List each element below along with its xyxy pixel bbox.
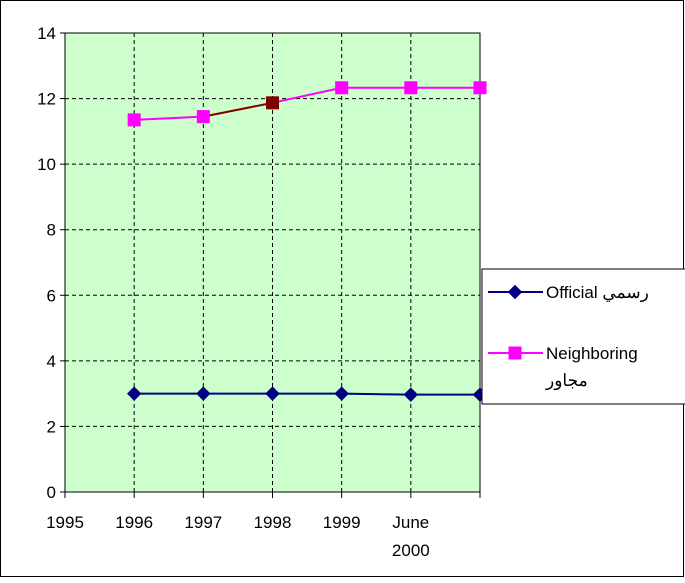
legend-marker [508,346,522,360]
y-tick-label: 0 [47,483,56,502]
x-axis-ticks: 1995 1996 1997 1998 1999 June 2000 [46,492,481,560]
series-line-segment [341,392,411,396]
plot-area [64,32,481,493]
gridlines [65,33,480,492]
data-point [266,96,279,110]
series-1 [127,81,487,127]
data-point [404,81,418,95]
data-point [196,110,210,124]
y-tick-label: 4 [47,352,56,371]
y-tick-label: 6 [47,286,56,305]
data-point [196,386,211,401]
x-tick-label: 1999 [323,513,361,532]
data-point [334,386,349,401]
x-tick-label: 1996 [115,513,153,532]
data-point [403,387,419,402]
series-line-segment [272,86,342,104]
series-0 [126,386,488,402]
y-tick-label: 12 [37,90,56,109]
series-line-segment [134,115,204,121]
legend-label: Official رسمي [546,283,649,303]
y-tick-label: 14 [37,24,56,43]
legend: Official رسمي Neighboring مجاور [481,268,685,405]
series-line-segment [203,101,273,118]
legend-label: Neighboring مجاور [545,344,638,391]
x-tick-label: 1998 [254,513,292,532]
legend-item-1: Neighboring مجاور [488,344,638,391]
x-tick-label: 1997 [184,513,222,532]
data-point [335,81,349,95]
x-tick-label: 1995 [46,513,84,532]
series-group [126,81,488,402]
legend-item-0: Official رسمي [488,283,649,303]
legend-marker [507,284,523,300]
x-tick-label: June 2000 [392,513,430,560]
data-point [265,386,280,401]
y-tick-label: 8 [47,221,56,240]
y-tick-label: 2 [47,417,56,436]
data-point [127,113,141,127]
data-point [126,386,142,401]
data-point [473,81,487,95]
y-axis-ticks: 0 2 4 6 8 10 12 14 [37,24,65,502]
y-tick-label: 10 [37,155,56,174]
